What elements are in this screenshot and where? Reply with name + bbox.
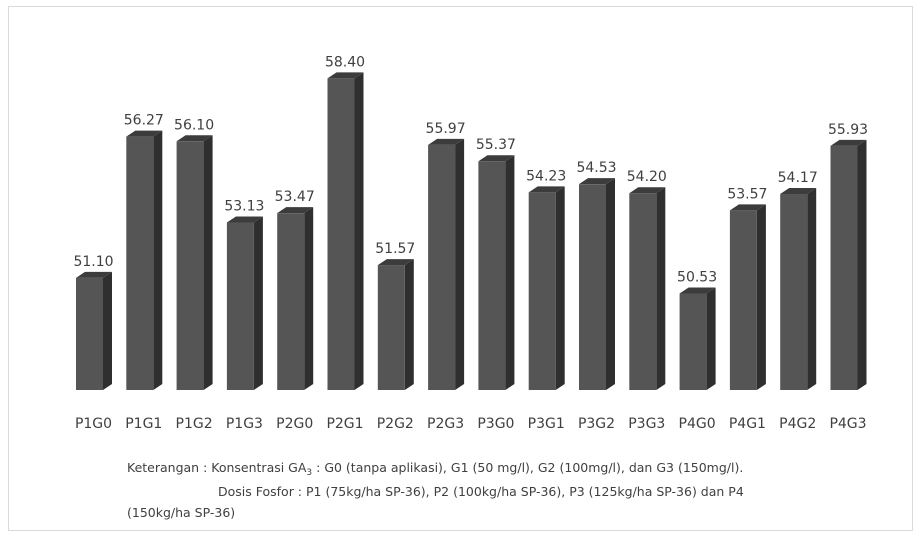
caption-line-2: Dosis Fosfor : P1 (75kg/ha SP-36), P2 (1… (218, 484, 744, 499)
bar-side-P2G1 (354, 72, 364, 391)
bar-P1G3 (226, 222, 254, 390)
bar-P4G1 (729, 210, 757, 390)
bar-P3G3 (629, 193, 657, 390)
bar-P4G3 (830, 145, 858, 390)
bar-P3G0 (478, 161, 506, 390)
bar-P4G2 (780, 194, 808, 390)
bar-side-P2G0 (304, 207, 314, 390)
bar-P2G0 (277, 213, 305, 390)
bar-top-P1G2 (176, 135, 213, 142)
x-tick-label-P4G2: P4G2 (779, 416, 816, 432)
bar-side-P3G1 (555, 186, 565, 390)
data-label-P2G1: 58.40 (325, 54, 365, 70)
bar-P2G1 (327, 78, 355, 391)
x-tick-label-P4G1: P4G1 (729, 416, 766, 432)
bar-P1G0 (76, 277, 103, 390)
data-label-P2G0: 53.47 (275, 189, 315, 205)
bar-P3G2 (579, 184, 606, 390)
bar-top-P3G0 (478, 155, 515, 162)
bar-top-P4G1 (729, 204, 766, 211)
bar-top-P3G1 (528, 186, 565, 193)
data-label-P1G2: 56.10 (174, 117, 214, 133)
x-tick-label-P2G3: P2G3 (427, 416, 464, 432)
x-tick-label-P2G0: P2G0 (276, 416, 313, 432)
bar-top-P2G2 (377, 259, 414, 266)
x-tick-label-P1G2: P1G2 (176, 416, 213, 432)
bar-side-P1G2 (203, 135, 213, 390)
bar-P4G0 (679, 293, 707, 390)
data-label-P4G1: 53.57 (727, 186, 767, 202)
bar-side-P4G3 (857, 139, 867, 390)
bar-side-P4G0 (706, 287, 716, 390)
x-tick-label-P3G2: P3G2 (578, 416, 615, 432)
bar-top-P2G0 (277, 207, 314, 214)
bar-top-P2G1 (327, 72, 364, 79)
x-tick-label-P1G3: P1G3 (226, 416, 263, 432)
x-tick-label-P2G1: P2G1 (326, 416, 363, 432)
bar-side-P3G0 (505, 155, 515, 390)
x-tick-label-P3G1: P3G1 (528, 416, 565, 432)
bar-P1G1 (126, 136, 154, 390)
bar-top-P2G3 (428, 138, 465, 145)
bar-top-P1G3 (226, 216, 263, 223)
x-tick-label-P3G3: P3G3 (628, 416, 665, 432)
data-label-P3G1: 54.23 (526, 168, 566, 184)
bar-P2G2 (377, 265, 405, 390)
data-label-P2G2: 51.57 (375, 241, 415, 257)
x-tick-label-P4G0: P4G0 (679, 416, 716, 432)
data-label-P4G2: 54.17 (778, 170, 818, 186)
bar-P2G3 (428, 144, 456, 390)
bar-side-P1G0 (103, 271, 112, 390)
bar-side-P3G2 (606, 178, 615, 390)
bar-top-P3G2 (579, 178, 615, 185)
data-label-P3G3: 54.20 (627, 169, 667, 185)
data-label-P3G2: 54.53 (576, 160, 616, 176)
bar-side-P2G3 (455, 138, 465, 390)
data-label-P3G0: 55.37 (476, 137, 516, 153)
bar-side-P1G3 (253, 216, 263, 390)
x-tick-label-P1G1: P1G1 (125, 416, 162, 432)
x-tick-label-P3G0: P3G0 (477, 416, 514, 432)
x-tick-label-P1G0: P1G0 (75, 416, 112, 432)
bar-side-P3G3 (656, 187, 666, 390)
bar-side-P2G2 (404, 259, 414, 390)
bar-top-P1G1 (126, 130, 163, 137)
caption-line-1: Keterangan : Konsentrasi GA3 : G0 (tanpa… (127, 460, 744, 478)
data-label-P4G0: 50.53 (677, 270, 717, 286)
data-label-P1G3: 53.13 (224, 198, 264, 214)
bar-top-P4G3 (830, 139, 867, 146)
bar-side-P4G2 (807, 188, 817, 390)
data-label-P1G0: 51.10 (73, 254, 113, 270)
bar-top-P4G0 (679, 287, 716, 294)
bar-top-P4G2 (780, 188, 817, 195)
bar-top-P3G3 (629, 187, 666, 194)
bar-chart: 51.10 P1G0 56.27 P1G1 56.10 P1G2 53.13 P1G3 53.4… (73, 54, 868, 432)
data-label-P1G1: 56.27 (124, 113, 164, 129)
bar-side-P1G1 (153, 130, 163, 390)
data-label-P2G3: 55.97 (426, 121, 466, 137)
x-tick-label-P4G3: P4G3 (829, 416, 866, 432)
bar-P3G1 (528, 192, 556, 390)
bar-P1G2 (176, 141, 204, 390)
bar-top-P1G0 (76, 271, 112, 278)
bar-side-P4G1 (756, 204, 766, 390)
caption-line-3: (150kg/ha SP-36) (127, 505, 236, 520)
x-tick-label-P2G2: P2G2 (377, 416, 414, 432)
data-label-P4G3: 55.93 (828, 122, 868, 138)
